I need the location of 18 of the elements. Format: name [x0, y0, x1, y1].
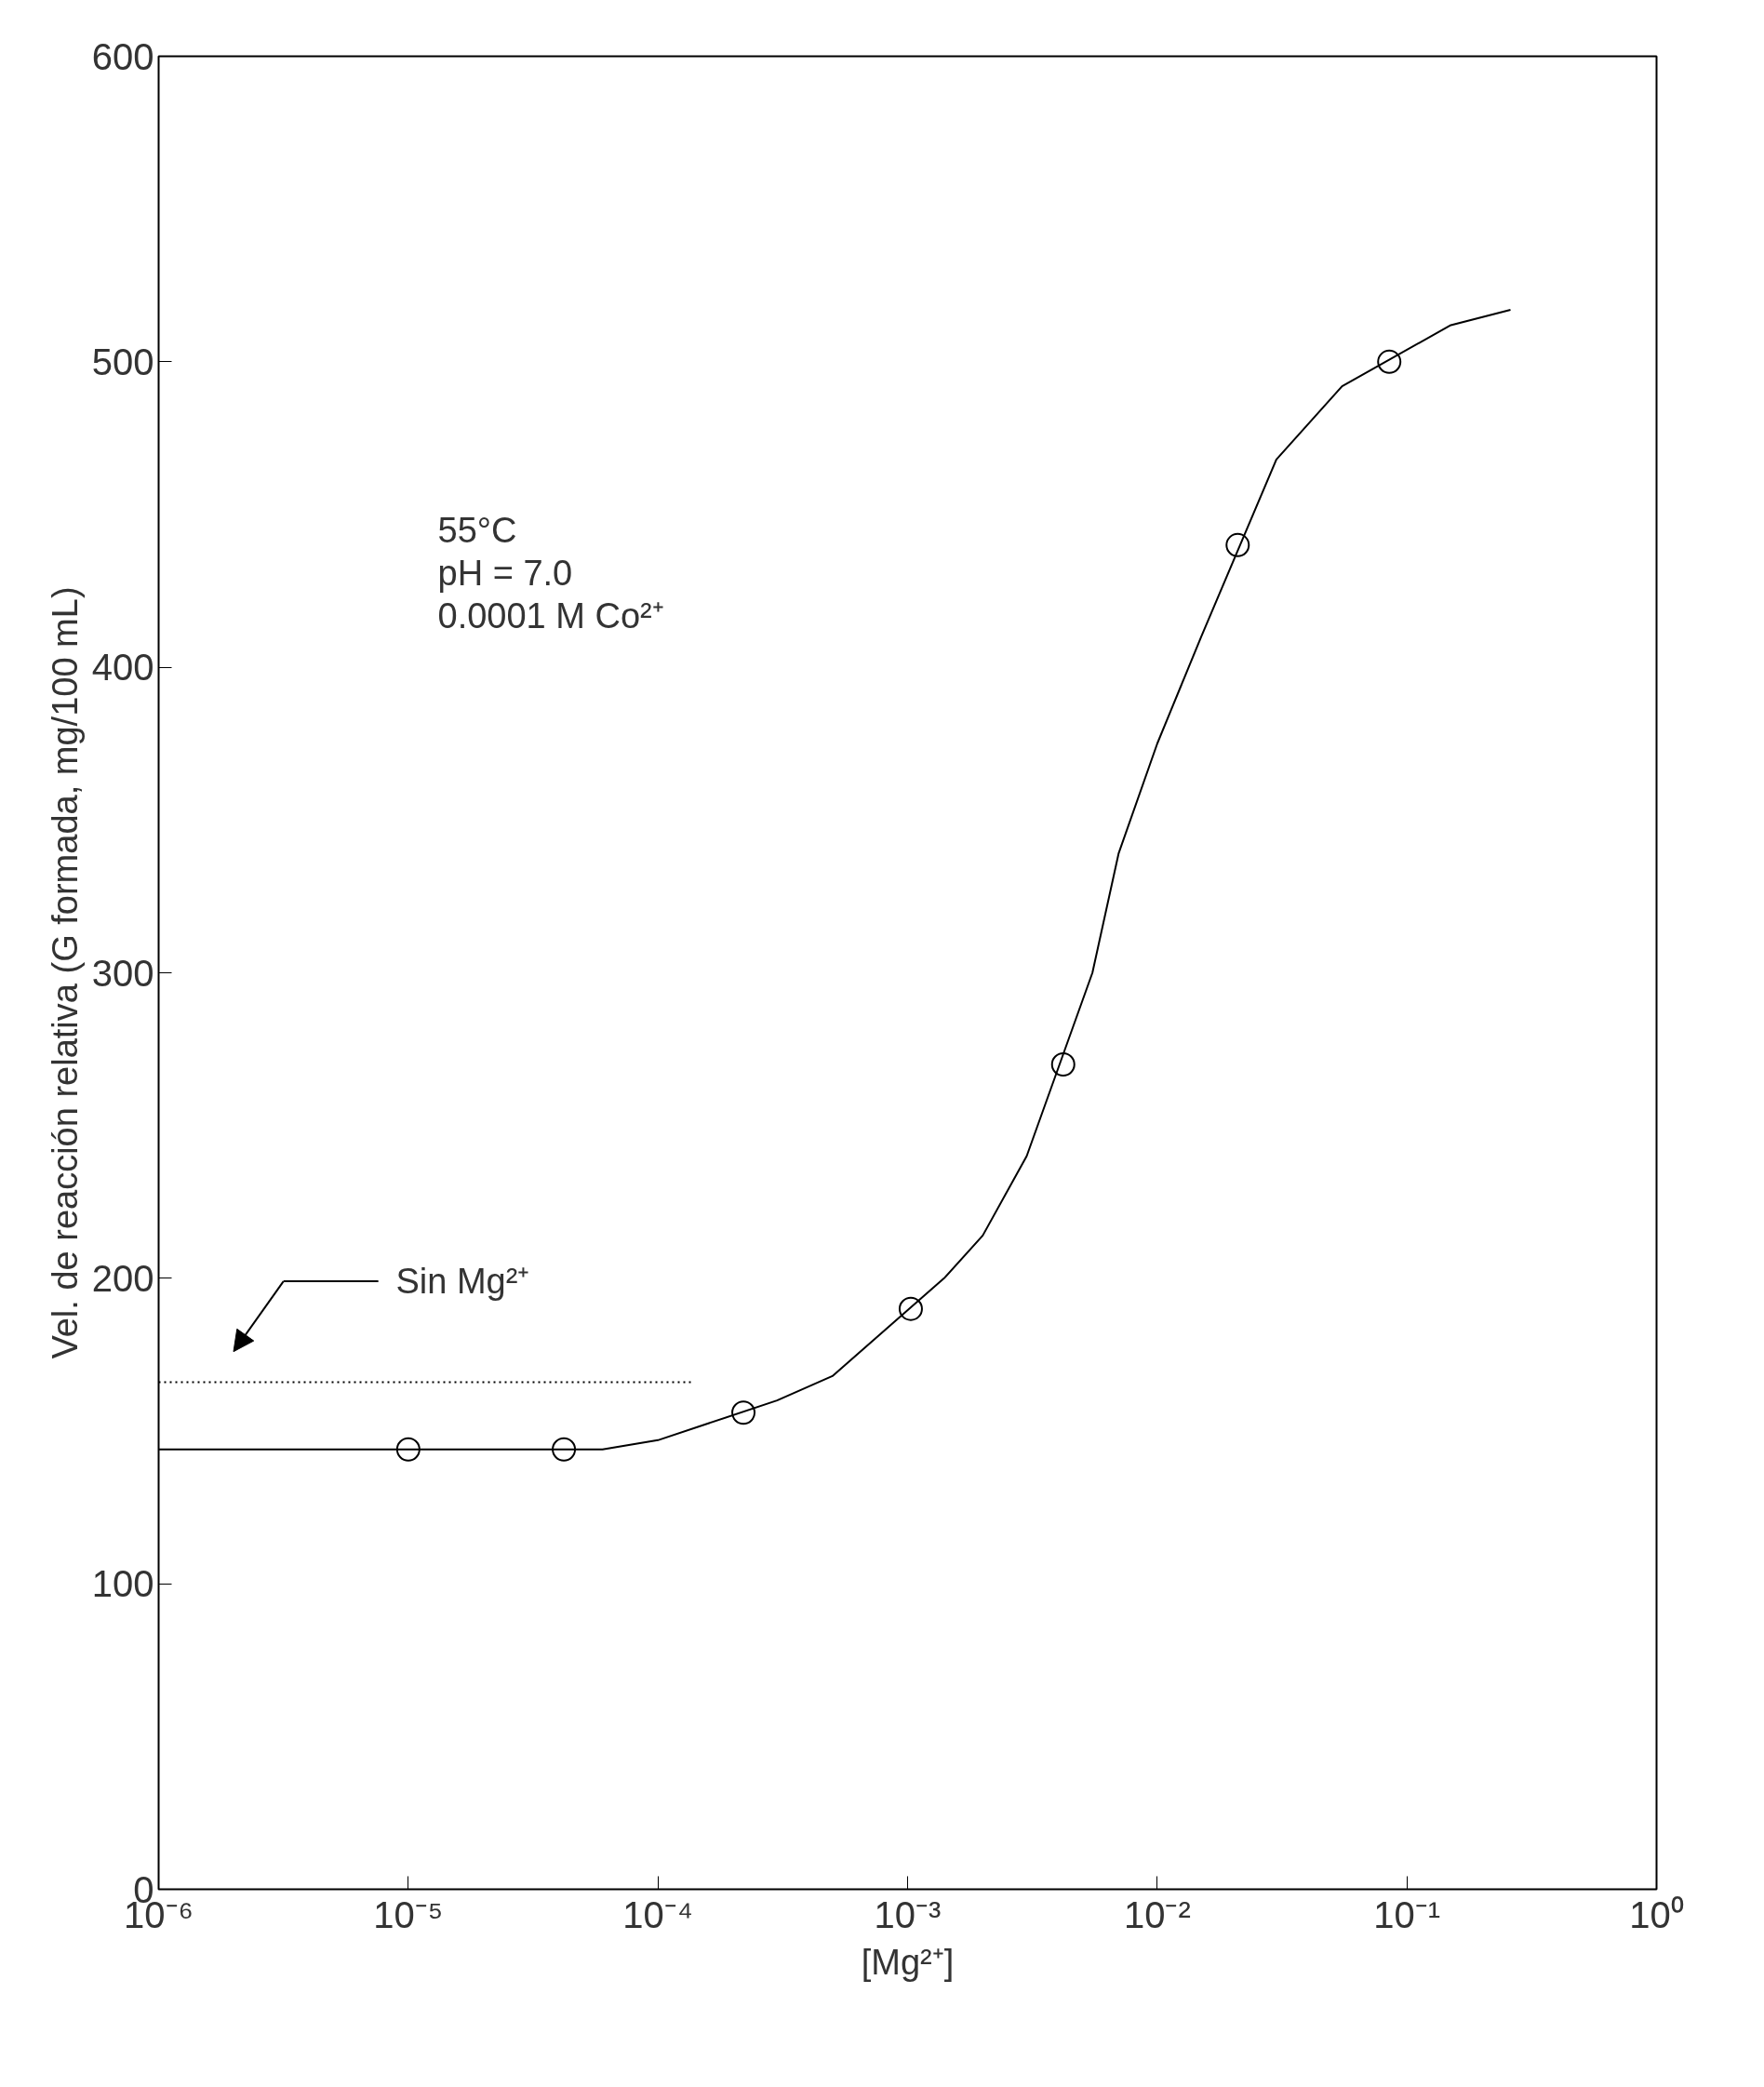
y-tick-label: 400 — [91, 647, 154, 689]
y-tick-label: 500 — [91, 341, 154, 382]
y-axis-title: Vel. de reacción relativa (G formada, mg/100 mL) — [45, 586, 85, 1359]
x-axis-title: [Mg²⁺] — [861, 1942, 955, 1982]
annotation: 0.0001 M Co²⁺ — [437, 595, 664, 635]
x-tick-label: 10⁰ — [1629, 1893, 1684, 1935]
y-tick-label: 200 — [91, 1257, 154, 1299]
y-tick-label: 100 — [91, 1563, 154, 1605]
y-tick-label: 300 — [91, 952, 154, 994]
annotation: pH = 7.0 — [437, 553, 573, 593]
legend-label: Sin Mg²⁺ — [395, 1262, 530, 1302]
y-tick-label: 600 — [91, 35, 154, 77]
annotation: 55°C — [437, 510, 517, 550]
x-tick-label: 10⁻² — [1123, 1893, 1191, 1935]
x-tick-label: 10⁻⁵ — [373, 1893, 444, 1935]
x-tick-label: 10⁻⁴ — [622, 1893, 694, 1935]
x-tick-label: 10⁻¹ — [1373, 1893, 1441, 1935]
x-tick-label: 10⁻³ — [874, 1893, 942, 1935]
